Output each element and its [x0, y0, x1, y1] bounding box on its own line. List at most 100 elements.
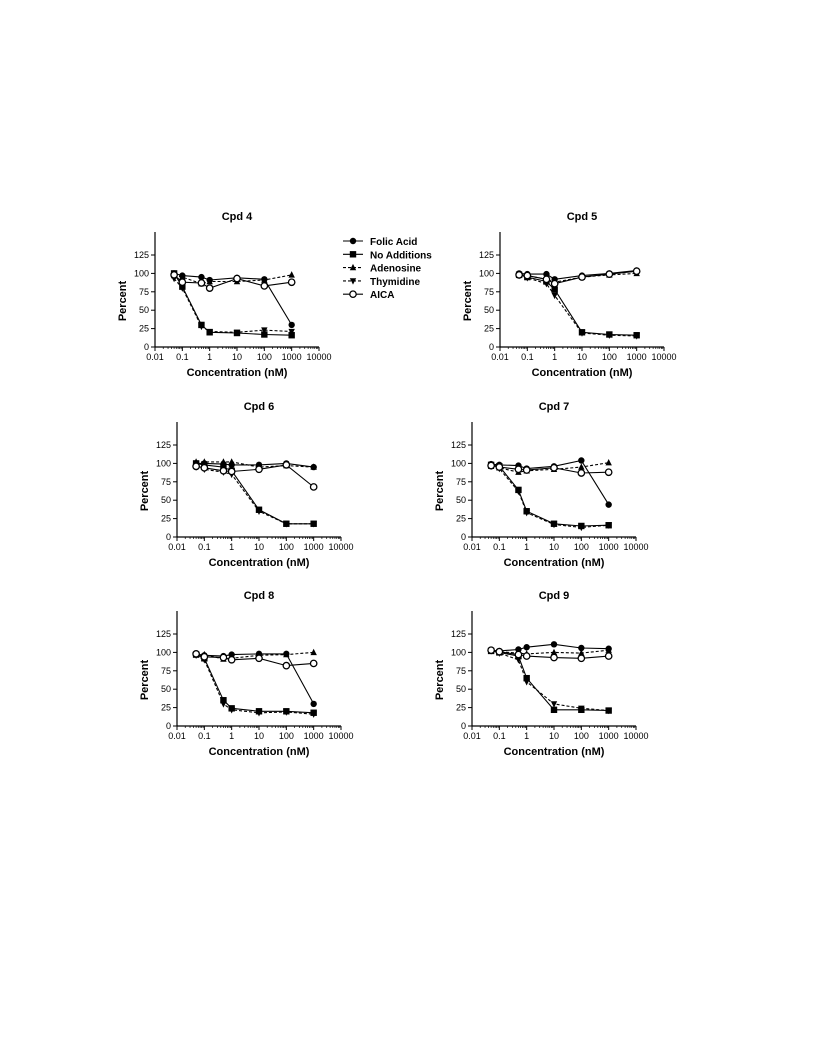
data-point	[288, 321, 295, 329]
data-point	[192, 462, 200, 471]
y-tick-label: 50	[161, 495, 171, 505]
y-tick-label: 75	[139, 287, 149, 297]
series-thymidine	[192, 464, 317, 528]
x-tick-label: 100	[574, 731, 589, 741]
data-point	[522, 466, 531, 474]
x-tick-label: 1000	[627, 352, 647, 362]
data-point	[287, 278, 296, 287]
series-no-additions	[487, 461, 612, 530]
series-aica	[487, 461, 613, 477]
x-tick-label: 0.01	[146, 352, 164, 362]
legend-marker	[349, 278, 357, 285]
x-tick-label: 10000	[328, 542, 353, 552]
x-tick-label: 0.01	[463, 731, 481, 741]
data-point	[179, 285, 186, 292]
data-point	[233, 329, 241, 336]
chart-title: Cpd 7	[539, 401, 570, 413]
data-point	[288, 328, 295, 336]
data-point	[487, 461, 495, 470]
data-point	[283, 709, 290, 716]
y-axis-label: Percent	[117, 280, 129, 321]
data-point	[261, 276, 268, 283]
x-tick-label: 10	[549, 731, 559, 741]
data-point	[310, 700, 317, 708]
data-point	[220, 701, 227, 708]
x-tick-label: 10	[254, 542, 264, 552]
data-point	[550, 653, 558, 662]
data-point	[219, 653, 228, 662]
y-axis-label: Percent	[139, 659, 151, 700]
y-tick-label: 50	[456, 495, 466, 505]
x-tick-label: 10000	[306, 352, 331, 362]
data-point	[310, 463, 317, 470]
data-point	[495, 463, 504, 471]
data-point	[233, 274, 241, 283]
x-tick-label: 10	[577, 352, 587, 362]
data-point	[550, 701, 558, 708]
legend-marker	[349, 263, 357, 271]
x-tick-label: 10000	[328, 731, 353, 741]
series-line	[195, 654, 314, 714]
x-tick-label: 100	[279, 542, 294, 552]
x-tick-label: 0.1	[493, 731, 506, 741]
series-thymidine	[515, 272, 640, 340]
data-point	[201, 458, 208, 465]
y-tick-label: 125	[134, 250, 149, 260]
y-tick-label: 100	[479, 268, 494, 278]
y-tick-label: 50	[161, 684, 171, 694]
legend-label: Folic Acid	[370, 237, 417, 248]
y-tick-label: 25	[456, 514, 466, 524]
data-point	[606, 332, 613, 339]
y-axis-label: Percent	[434, 659, 446, 700]
data-point	[550, 279, 559, 288]
chart-title: Cpd 8	[244, 590, 275, 602]
x-tick-label: 1	[524, 731, 529, 741]
y-tick-label: 100	[451, 458, 466, 468]
legend: Folic Acid No Additions Adenosine Thymidine…	[343, 237, 432, 301]
series-line	[491, 643, 609, 652]
data-point	[200, 652, 209, 661]
series-line	[195, 466, 314, 525]
data-point	[578, 273, 586, 281]
data-point	[578, 705, 585, 713]
x-tick-label: 1	[229, 731, 234, 741]
y-tick-label: 75	[161, 666, 171, 676]
data-point	[604, 652, 613, 660]
x-tick-label: 100	[257, 352, 272, 362]
x-tick-label: 1	[229, 542, 234, 552]
x-tick-label: 0.01	[463, 542, 481, 552]
data-point	[206, 277, 213, 285]
series-line	[490, 650, 609, 712]
data-point	[206, 328, 213, 336]
series-line	[491, 650, 609, 712]
chart-title: Cpd 9	[539, 590, 570, 602]
data-point	[260, 282, 269, 290]
series-folic-acid	[170, 270, 295, 329]
data-point	[551, 286, 558, 293]
series-thymidine	[170, 275, 295, 336]
chart-panel: Cpd 6 0 25 50 75 100 125 0.01 0.1 1 10 100 1000 10000…	[139, 401, 354, 569]
legend-label: AICA	[370, 290, 394, 301]
legend-label: Thymidine	[370, 277, 420, 288]
data-point	[550, 648, 558, 656]
series-no-additions	[192, 651, 317, 716]
data-point	[255, 654, 263, 663]
chart-panel: Cpd 8 0 25 50 75 100 125 0.01 0.1 1 10 100 1000 10000…	[139, 590, 354, 758]
data-point	[578, 463, 585, 470]
x-tick-label: 100	[602, 352, 617, 362]
data-point	[514, 650, 523, 659]
x-tick-label: 1	[524, 542, 529, 552]
chart-panel: Cpd 5 0 25 50 75 100 125 0.01 0.1 1 10 100 1000 10000…	[462, 211, 677, 379]
series-no-additions	[515, 271, 640, 339]
x-tick-label: 10000	[651, 352, 676, 362]
y-tick-label: 100	[134, 268, 149, 278]
y-tick-label: 100	[451, 647, 466, 657]
data-point	[261, 331, 268, 338]
data-point	[605, 646, 612, 653]
data-point	[550, 521, 558, 529]
series-aica	[487, 646, 613, 663]
series-line	[196, 464, 315, 488]
series-thymidine	[487, 463, 612, 532]
data-point	[542, 275, 551, 284]
data-point	[170, 271, 178, 279]
